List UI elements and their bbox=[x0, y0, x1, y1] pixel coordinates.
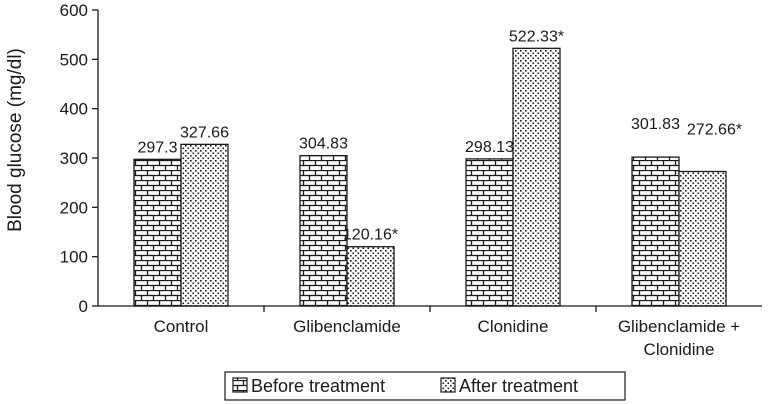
bar-after-treatment-0 bbox=[180, 143, 229, 307]
y-tick-label: 500 bbox=[60, 50, 88, 69]
bar-after-treatment-3 bbox=[678, 170, 727, 307]
x-tick-label: Glibenclamide + bbox=[618, 317, 740, 336]
data-label: 272.66* bbox=[687, 121, 742, 138]
bar-after-treatment-2 bbox=[512, 47, 561, 307]
data-label: 297.3 bbox=[137, 139, 177, 156]
bars bbox=[133, 47, 727, 307]
legend-label-after-treatment: After treatment bbox=[459, 376, 578, 396]
legend-swatch-before-treatment bbox=[232, 377, 248, 393]
bar-before-treatment-2 bbox=[465, 158, 514, 307]
x-tick-label: Glibenclamide bbox=[293, 317, 401, 336]
legend-label-before-treatment: Before treatment bbox=[251, 376, 385, 396]
data-label: 304.83 bbox=[299, 136, 348, 153]
data-label: 120.16* bbox=[343, 227, 398, 244]
data-label: 327.66 bbox=[180, 124, 229, 141]
y-tick-label: 600 bbox=[60, 1, 88, 20]
bar-before-treatment-3 bbox=[631, 156, 680, 307]
bar-before-treatment-1 bbox=[299, 154, 348, 307]
bar-after-treatment-1 bbox=[346, 246, 395, 307]
y-tick-label: 100 bbox=[60, 248, 88, 267]
y-tick-label: 200 bbox=[60, 198, 88, 217]
data-label: 301.83 bbox=[631, 116, 680, 133]
data-label: 522.33* bbox=[509, 28, 564, 45]
y-tick-label: 400 bbox=[60, 100, 88, 119]
legend-swatch-after-treatment bbox=[440, 377, 456, 393]
legend-frame bbox=[224, 371, 626, 401]
data-label: 298.13 bbox=[465, 139, 514, 156]
y-axis-label: Blood glucose (mg/dl) bbox=[5, 48, 26, 232]
bar-before-treatment-0 bbox=[133, 158, 182, 307]
y-tick-label: 0 bbox=[79, 297, 88, 316]
x-axis-ticks: Control Glibenclamide Clonidine Glibenclami… bbox=[154, 306, 740, 359]
legend: Before treatment After treatment bbox=[224, 371, 626, 401]
y-tick-label: 300 bbox=[60, 149, 88, 168]
y-axis-title: Blood glucose (mg/dl) bbox=[5, 48, 26, 232]
x-tick-label: Control bbox=[154, 317, 209, 336]
x-tick-label: Clonidine bbox=[644, 340, 715, 359]
x-tick-label: Clonidine bbox=[478, 317, 549, 336]
y-axis-ticks: 0 100 200 300 400 500 600 bbox=[60, 1, 98, 316]
